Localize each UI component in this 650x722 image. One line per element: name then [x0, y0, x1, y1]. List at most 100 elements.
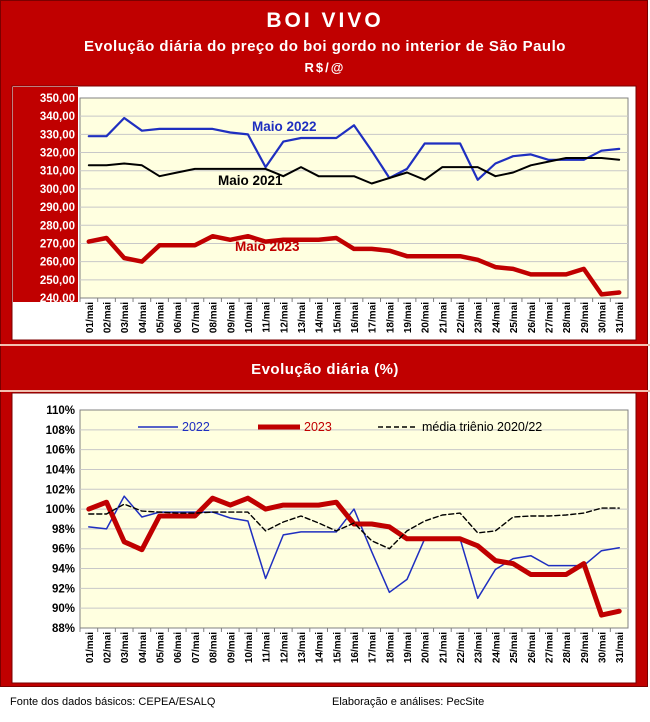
- x-tick-label: 11/mai: [262, 632, 273, 663]
- series-line-2021: [87, 157, 621, 185]
- y-tick-label: 90%: [52, 603, 75, 615]
- price-chart: 240,00 250,00 260,00 270,00 280,00 290,00 300,…: [11, 85, 637, 341]
- y-tick-label: 340,00: [40, 111, 75, 123]
- page-subtitle: Evolução diária do preço do boi gordo no…: [84, 38, 566, 55]
- x-tick-label: 18/mai: [385, 302, 396, 333]
- x-tick-label: 10/mai: [244, 632, 255, 663]
- x-tick-label: 29/mai: [580, 632, 591, 663]
- x-tick-label: 12/mai: [279, 632, 290, 663]
- x-tick-label: 07/mai: [191, 302, 202, 333]
- x-tick-label: 28/mai: [562, 632, 573, 663]
- x-tick-label: 06/mai: [173, 302, 184, 333]
- x-tick-label: 25/mai: [509, 632, 520, 663]
- x-tick-label: 09/mai: [226, 302, 237, 333]
- page-title: BOI VIVO: [266, 9, 384, 32]
- series-line-media: [88, 503, 620, 550]
- x-tick-label: 31/mai: [615, 302, 626, 333]
- x-tick-label: 21/mai: [438, 632, 449, 663]
- y-tick-label: 260,00: [40, 257, 75, 269]
- section-divider: [0, 344, 650, 346]
- y-tick-label: 280,00: [40, 220, 75, 232]
- x-tick-label: 04/mai: [138, 632, 149, 663]
- x-tick-label: 26/mai: [527, 632, 538, 663]
- x-tick-label: 05/mai: [156, 302, 167, 333]
- x-tick-label: 11/mai: [262, 302, 273, 333]
- y-tick-label: 98%: [52, 524, 75, 536]
- y-tick-label: 270,00: [40, 238, 75, 250]
- x-tick-label: 22/mai: [456, 632, 467, 663]
- x-tick-label: 27/mai: [544, 632, 555, 663]
- x-tick-label: 05/mai: [156, 632, 167, 663]
- x-tick-label: 08/mai: [209, 632, 220, 663]
- x-tick-label: 30/mai: [597, 302, 608, 333]
- section-divider: [0, 390, 650, 392]
- x-tick-label: 19/mai: [403, 302, 414, 333]
- y-tick-label: 110%: [46, 405, 75, 417]
- y-tick-label: 102%: [46, 484, 75, 496]
- x-tick-label: 17/mai: [368, 632, 379, 663]
- y-tick-label: 104%: [46, 464, 75, 476]
- series-label-2023: Maio 2023: [235, 239, 300, 254]
- y-tick-label: 108%: [46, 425, 75, 437]
- x-tick-label: 14/mai: [315, 302, 326, 333]
- x-tick-label: 29/mai: [580, 302, 591, 333]
- x-tick-label: 12/mai: [279, 302, 290, 333]
- y-tick-label: 300,00: [40, 184, 75, 196]
- x-tick-label: 14/mai: [315, 632, 326, 663]
- x-tick-label: 13/mai: [297, 632, 308, 663]
- y-tick-label: 330,00: [40, 129, 75, 141]
- y-tick-label: 106%: [46, 445, 75, 457]
- x-tick-label: 30/mai: [597, 632, 608, 663]
- x-tick-label: 15/mai: [332, 302, 343, 333]
- x-tick-label: 08/mai: [209, 302, 220, 333]
- x-tick-label: 31/mai: [615, 632, 626, 663]
- y-tick-label: 92%: [52, 583, 75, 595]
- x-tick-label: 09/mai: [226, 632, 237, 663]
- x-tick-label: 13/mai: [297, 302, 308, 333]
- plot-area: [79, 97, 629, 299]
- x-tick-label: 10/mai: [244, 302, 255, 333]
- x-tick-label: 02/mai: [103, 302, 114, 333]
- y-tick-label: 88%: [52, 623, 75, 635]
- x-tick-label: 25/mai: [509, 302, 520, 333]
- x-tick-label: 23/mai: [474, 302, 485, 333]
- section2-title: Evolução diária (%): [251, 361, 399, 378]
- x-tick-label: 22/mai: [456, 302, 467, 333]
- y-tick-label: 350,00: [40, 93, 75, 105]
- y-tick-label: 290,00: [40, 202, 75, 214]
- x-tick-label: 04/mai: [138, 302, 149, 333]
- daily-evolution-chart: 88% 90% 92% 94% 96% 98% 100% 102% 104% 106% 108% 11…: [11, 392, 637, 684]
- x-tick-label: 27/mai: [544, 302, 555, 333]
- x-tick-label: 01/mai: [85, 302, 96, 333]
- x-tick-label: 21/mai: [438, 302, 449, 333]
- series-line-2023: [86, 495, 622, 618]
- x-tick-label: 03/mai: [120, 302, 131, 333]
- y-tick-label: 250,00: [40, 275, 75, 287]
- x-tick-label: 19/mai: [403, 632, 414, 663]
- credit-note: Elaboração e análises: PecSite: [332, 696, 485, 708]
- y-axis-band: [13, 87, 78, 302]
- legend-label-2022: 2022: [182, 420, 210, 434]
- x-tick-label: 17/mai: [368, 302, 379, 333]
- x-tick-label: 18/mai: [385, 632, 396, 663]
- y-tick-label: 240,00: [40, 293, 75, 305]
- y-tick-label: 100%: [46, 504, 75, 516]
- series-line-2022: [87, 116, 621, 181]
- y-tick-label: 310,00: [40, 166, 75, 178]
- series-line-2023: [86, 233, 622, 297]
- x-tick-label: 03/mai: [120, 632, 131, 663]
- x-tick-label: 06/mai: [173, 632, 184, 663]
- series-label-2021: Maio 2021: [218, 173, 283, 188]
- series-line-2022: [88, 495, 620, 600]
- x-tick-label: 24/mai: [491, 632, 502, 663]
- x-tick-label: 16/mai: [350, 632, 361, 663]
- x-tick-label: 15/mai: [332, 632, 343, 663]
- y-tick-label: 94%: [52, 564, 75, 576]
- x-tick-label: 24/mai: [491, 302, 502, 333]
- legend-label-media: média triênio 2020/22: [422, 420, 542, 434]
- y-tick-label: 96%: [52, 544, 75, 556]
- footer: Fonte dos dados básicos: CEPEA/ESALQ Ela…: [0, 686, 648, 721]
- legend-label-2023: 2023: [304, 420, 332, 434]
- x-tick-label: 01/mai: [85, 632, 96, 663]
- x-tick-label: 02/mai: [103, 632, 114, 663]
